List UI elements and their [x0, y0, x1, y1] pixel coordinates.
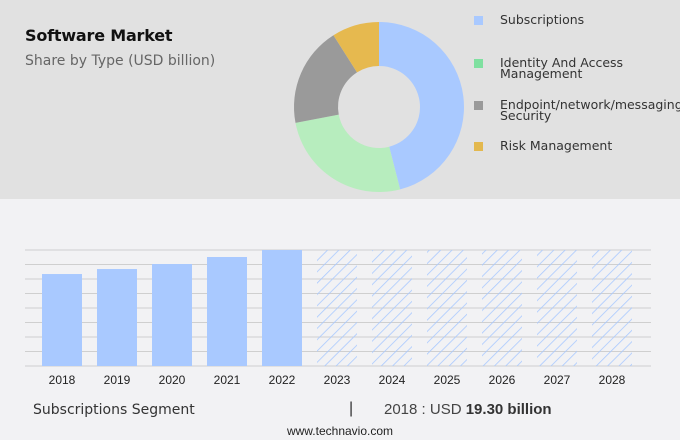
x-tick-label: 2025	[434, 373, 461, 387]
x-tick-label: 2021	[214, 373, 241, 387]
top-panel: Software Market Share by Type (USD billi…	[0, 0, 680, 199]
legend-item-subscriptions: Subscriptions	[474, 12, 585, 27]
forecast-bar	[482, 250, 522, 366]
legend-label: Subscriptions	[500, 12, 585, 27]
value-amount: 19.30 billion	[465, 401, 552, 418]
donut-chart	[294, 22, 464, 192]
segment-label: Subscriptions Segment	[33, 402, 195, 418]
bar	[207, 257, 247, 366]
legend-swatch	[474, 59, 483, 68]
forecast-bar	[317, 250, 357, 366]
forecast-bar	[427, 250, 467, 366]
forecast-bar	[537, 250, 577, 366]
legend-item-risk-management: Risk Management	[474, 138, 613, 153]
value-prefix: 2018 : USD	[384, 401, 466, 418]
x-tick-label: 2019	[104, 373, 131, 387]
donut-slice	[295, 114, 401, 192]
bar	[152, 264, 192, 366]
legend-label: Endpoint/network/messaging Security	[500, 97, 680, 123]
separator: |	[349, 400, 354, 417]
website-link: www.technavio.com	[286, 424, 394, 438]
legend-swatch	[474, 16, 483, 25]
chart-title: Software Market	[25, 26, 173, 45]
x-tick-label: 2023	[324, 373, 351, 387]
donut-slice	[333, 22, 379, 73]
forecast-bar	[592, 250, 632, 366]
legend-label: Risk Management	[500, 138, 613, 153]
x-tick-label: 2022	[269, 373, 296, 387]
x-tick-label: 2026	[489, 373, 516, 387]
segment-value: 2018 : USD 19.30 billion	[384, 401, 552, 418]
legend-swatch	[474, 101, 483, 110]
legend-item-endpoint-security: Endpoint/network/messaging Security	[474, 97, 680, 123]
bar	[262, 250, 302, 366]
x-tick-label: 2027	[544, 373, 571, 387]
bar	[97, 269, 137, 366]
bar	[42, 274, 82, 366]
x-tick-label: 2028	[599, 373, 626, 387]
x-tick-label: 2020	[159, 373, 186, 387]
x-tick-label: 2018	[49, 373, 76, 387]
x-tick-label: 2024	[379, 373, 406, 387]
chart-subtitle: Share by Type (USD billion)	[25, 53, 216, 69]
donut-slice	[294, 35, 358, 123]
legend-item-identity-access: Identity And Access Management	[474, 55, 624, 81]
donut-slice	[379, 22, 464, 190]
legend-label: Identity And Access Management	[500, 55, 624, 81]
forecast-bar	[372, 250, 412, 366]
legend-swatch	[474, 142, 483, 151]
